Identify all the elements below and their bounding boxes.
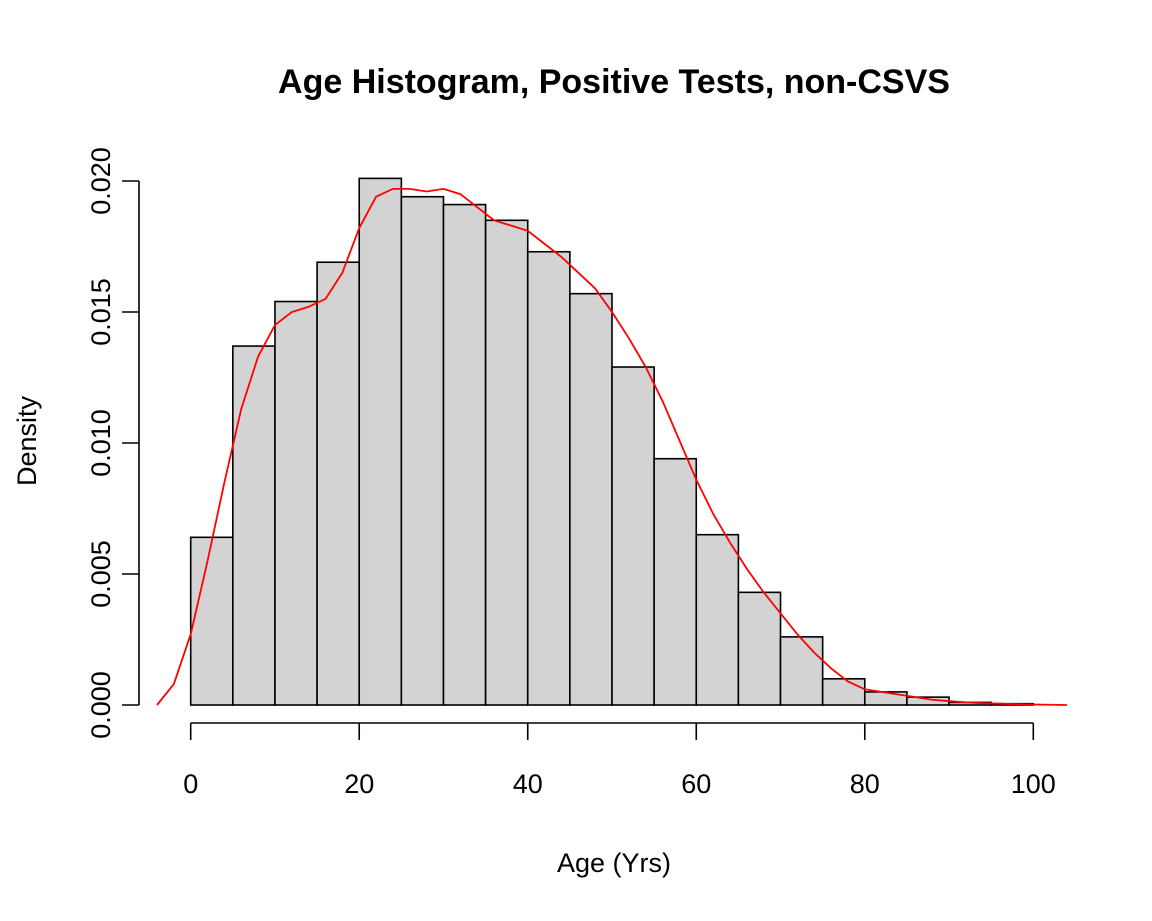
x-tick-label-40: 40 — [513, 769, 543, 799]
histogram-bar-45-50 — [569, 292, 613, 706]
histogram-bar-60-65 — [695, 533, 740, 706]
y-tick-label-0.000: 0.000 — [86, 671, 116, 739]
x-tick-label-20: 20 — [344, 769, 374, 799]
histogram-bar-35-40 — [484, 219, 529, 706]
x-tick-label-100: 100 — [1011, 769, 1056, 799]
histogram-bar-5-10 — [232, 345, 276, 706]
histogram-bar-15-20 — [316, 261, 361, 706]
histogram-bar-55-60 — [653, 457, 698, 706]
histogram-bar-0-5 — [189, 536, 234, 706]
x-axis: 0 20 40 60 80 100 — [183, 722, 1056, 799]
histogram-bars — [189, 177, 1035, 706]
chart-title: Age Histogram, Positive Tests, non-CSVS — [278, 63, 950, 101]
x-tick-label-0: 0 — [183, 769, 198, 799]
histogram-bar-10-15 — [274, 300, 318, 706]
y-tick-label-0.020: 0.020 — [86, 147, 116, 215]
y-axis-label: Density — [12, 395, 42, 486]
histogram-bar-75-80 — [821, 677, 866, 706]
histogram-bar-40-45 — [526, 250, 571, 706]
y-tick-label-0.015: 0.015 — [86, 278, 116, 346]
y-tick-label-0.005: 0.005 — [86, 540, 116, 608]
histogram-bar-80-85 — [863, 691, 908, 706]
histogram-bar-65-70 — [737, 591, 782, 706]
x-tick-label-60: 60 — [681, 769, 711, 799]
histogram-bar-20-25 — [358, 177, 403, 706]
histogram-bar-50-55 — [611, 366, 655, 706]
histogram-bar-70-75 — [779, 636, 824, 706]
y-axis: 0.000 0.005 0.010 0.015 0.020 — [86, 147, 140, 739]
y-tick-label-0.010: 0.010 — [86, 409, 116, 477]
density-curve-line — [156, 187, 1068, 706]
histogram-bar-30-35 — [442, 203, 487, 706]
histogram-bar-25-30 — [400, 195, 445, 706]
x-axis-label: Age (Yrs) — [557, 848, 671, 878]
x-tick-label-80: 80 — [850, 769, 880, 799]
